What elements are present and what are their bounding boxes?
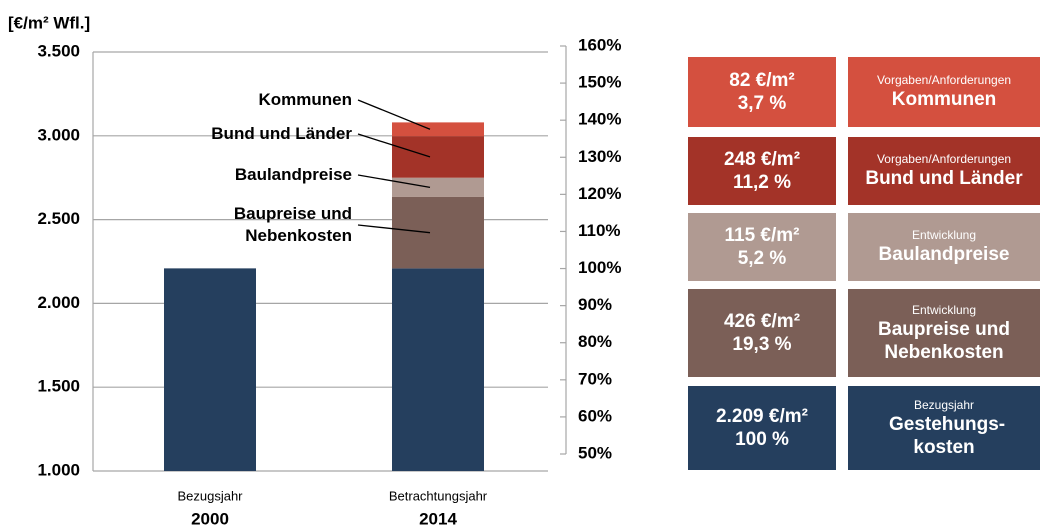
y2-tick-label: 50% [578, 443, 612, 462]
x-tick-label: 2000 [191, 509, 229, 528]
y-tick-label: 2.000 [37, 293, 80, 312]
box-note: Entwicklung [911, 228, 977, 242]
share: 19,3 % [732, 334, 792, 355]
amount: 426 €/m² [723, 311, 801, 332]
y2-tick-label: 110% [578, 221, 621, 240]
label-box: Entwicklung Baulandpreise [848, 213, 1040, 281]
bar-segment [392, 136, 484, 178]
y-tick-label: 3.000 [37, 125, 80, 144]
y2-tick-label: 120% [578, 184, 621, 203]
box-label: Baupreise und Nebenkosten [878, 318, 1010, 363]
share: 3,7 % [737, 93, 787, 114]
annotation-label: Baulandpreise [234, 165, 352, 184]
leader-line [357, 133, 431, 158]
y2-tick-label: 80% [578, 332, 612, 351]
amount: 248 €/m² [723, 149, 801, 170]
amount-box: 426 €/m² 19,3 % [688, 289, 836, 377]
box-label: Gestehungs-kosten [889, 413, 1006, 458]
y2-tick-label: 100% [578, 258, 621, 277]
amount: 115 €/m² [724, 225, 800, 246]
annotation-label: Bund und Länder [211, 124, 352, 143]
box-note: Bezugsjahr [913, 397, 975, 412]
bar-segment [392, 268, 484, 471]
amount-box: 115 €/m² 5,2 % [688, 213, 836, 281]
category-note: Bezugsjahr [177, 488, 243, 503]
share: 100 % [735, 429, 789, 450]
bar-segment [392, 196, 484, 269]
label-box: Vorgaben/Anforderungen Kommunen [848, 57, 1040, 127]
box-label: Bund und Länder [865, 168, 1023, 189]
box-note: Vorgaben/Anforderungen [876, 152, 1012, 166]
y-tick-label: 3.500 [37, 41, 80, 60]
y-axis-label: [€/m² Wfl.] [8, 13, 90, 32]
y-tick-label: 1.000 [37, 460, 80, 479]
y2-tick-label: 60% [578, 406, 612, 425]
leader-line [357, 99, 431, 130]
x-tick-label: 2014 [419, 509, 457, 528]
amount-box: 2.209 €/m² 100 % [688, 386, 836, 470]
box-note: Entwicklung [911, 302, 977, 317]
amount: 2.209 €/m² [716, 406, 808, 427]
bar-segment [392, 177, 484, 197]
bar-segment [164, 268, 256, 471]
y2-tick-label: 70% [578, 369, 612, 388]
share: 5,2 % [737, 248, 787, 269]
label-box: Entwicklung Baupreise und Nebenkosten [848, 289, 1040, 377]
amount-box: 248 €/m² 11,2 % [688, 137, 836, 205]
bar-segment [392, 122, 484, 137]
y2-tick-label: 90% [578, 295, 612, 314]
label-box: Vorgaben/Anforderungen Bund und Länder [848, 137, 1040, 205]
y2-tick-label: 130% [578, 147, 621, 166]
annotation-label: Kommunen [258, 90, 353, 109]
y2-tick-label: 160% [578, 35, 621, 54]
box-note: Vorgaben/Anforderungen [876, 73, 1012, 87]
annotation-label: Baupreise und Nebenkosten [233, 204, 352, 245]
category-note: Betrachtungsjahr [389, 488, 488, 503]
label-box: Bezugsjahr Gestehungs-kosten [848, 386, 1040, 470]
share: 11,2 % [732, 172, 792, 193]
box-label: Kommunen [891, 89, 997, 110]
leader-line [357, 224, 431, 234]
y2-tick-label: 140% [578, 110, 621, 129]
y-tick-label: 1.500 [37, 377, 80, 396]
amount: 82 €/m² [729, 70, 795, 91]
leader-line [357, 174, 431, 188]
y-tick-label: 2.500 [37, 209, 80, 228]
y2-tick-label: 150% [578, 73, 621, 92]
box-label: Baulandpreise [878, 244, 1010, 265]
amount-box: 82 €/m² 3,7 % [688, 57, 836, 127]
